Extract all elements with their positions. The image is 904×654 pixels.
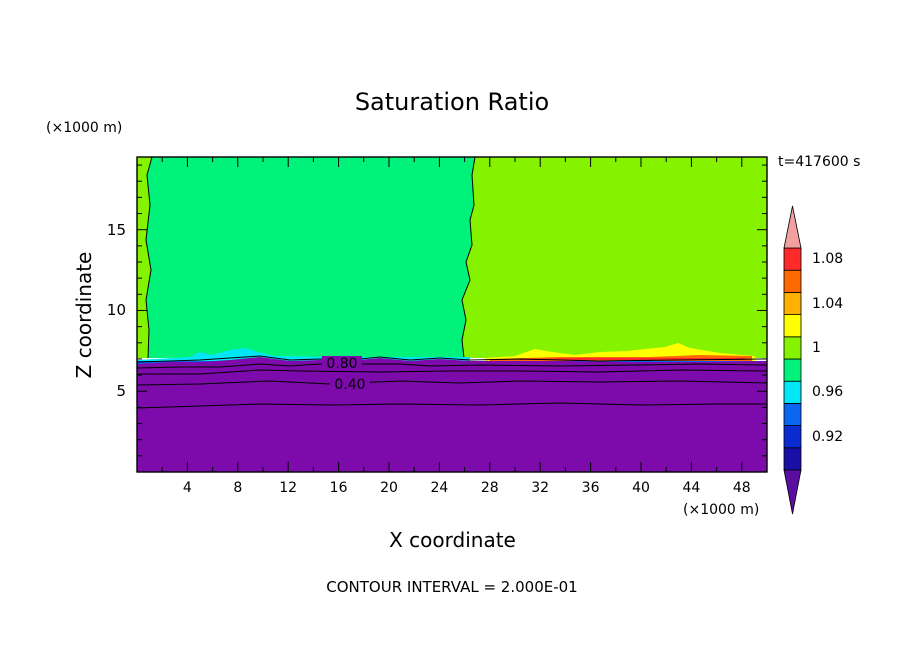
colorbar-bin	[783, 358, 802, 382]
x-tick-label: 12	[279, 480, 298, 496]
upper-right-region	[462, 157, 767, 358]
x-tick-label: 48	[732, 480, 751, 496]
x-units-label: (×1000 m)	[683, 502, 760, 518]
x-tick-label: 32	[531, 480, 550, 496]
contour-line	[137, 369, 768, 375]
y-axis-label: Z coordinate	[72, 251, 96, 379]
left-edge-strip	[137, 157, 152, 358]
colorbar-bin	[783, 314, 802, 338]
x-tick-label: 44	[682, 480, 701, 496]
colorbar-lower-extension	[783, 469, 802, 515]
chart-title: Saturation Ratio	[354, 88, 550, 116]
x-axis-label: X coordinate	[389, 528, 516, 552]
y-tick-label: 5	[116, 382, 126, 401]
colorbar-upper-extension	[783, 205, 802, 249]
x-tick-label: 4	[182, 480, 192, 496]
x-tick-label: 24	[430, 480, 449, 496]
contour-label-bg	[330, 377, 370, 390]
z-units-label: (×1000 m)	[46, 120, 123, 136]
y-tick-label: 10	[106, 301, 126, 320]
y-tick-label: 15	[106, 220, 126, 239]
contour-label-0-80: 0.80	[326, 356, 357, 372]
time-stamp: t=417600 s	[778, 154, 861, 170]
colorbar-bin	[783, 447, 802, 471]
colorbar-label: 1	[812, 339, 821, 356]
lower-dry-layer	[137, 357, 767, 472]
colorbar-bin	[783, 402, 802, 426]
colorbar-bin	[783, 291, 802, 315]
x-tick-label: 16	[329, 480, 348, 496]
colorbar	[783, 205, 802, 515]
colorbar-bin	[783, 247, 802, 271]
y-axis-ticks	[137, 164, 767, 457]
upper-left-region	[137, 157, 475, 358]
colorbar-label: 0.96	[812, 384, 844, 401]
contour-line	[136, 380, 768, 386]
contour-line	[136, 355, 768, 363]
x-tick-label: 40	[632, 480, 650, 496]
colorbar-label: 1.04	[812, 295, 844, 312]
contour-line	[136, 402, 767, 409]
x-tick-label: 20	[380, 480, 398, 496]
colorbar-bin	[783, 380, 802, 404]
colorbar-label: 1.08	[812, 251, 844, 268]
x-tick-label: 28	[480, 480, 499, 496]
plot-frame	[136, 156, 768, 473]
contour-line	[136, 363, 768, 369]
contour-label-0-40: 0.40	[334, 377, 365, 393]
colorbar-bin	[783, 425, 802, 449]
colorbar-label: 0.92	[812, 428, 844, 445]
colorbar-bin	[783, 336, 802, 360]
x-tick-label: 8	[233, 480, 243, 496]
contour-interval-note: CONTOUR INTERVAL = 2.000E-01	[326, 578, 578, 596]
contour-label-bg	[322, 356, 362, 369]
x-axis-ticks	[161, 157, 743, 472]
x-tick-label: 36	[581, 480, 600, 496]
colorbar-bin	[783, 269, 802, 293]
left-edge-contour	[145, 156, 153, 359]
region-boundary-contour	[461, 156, 476, 359]
